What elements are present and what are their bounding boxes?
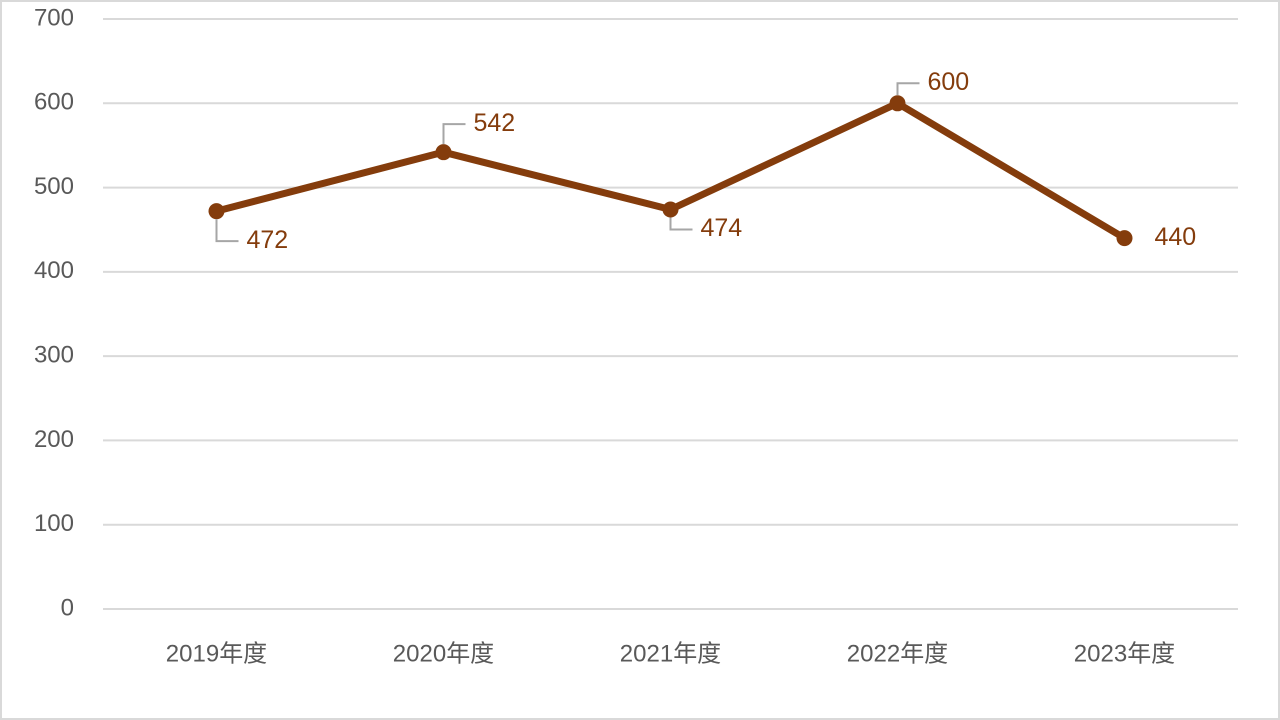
data-point [662,201,679,218]
leader-line [896,82,920,96]
data-label: 600 [928,68,970,96]
y-tick-label: 600 [34,89,74,116]
data-label: 472 [247,226,289,254]
y-tick-label: 500 [34,173,74,200]
y-tick-label: 700 [34,4,74,31]
y-tick-label: 0 [61,594,74,621]
data-label: 542 [474,109,516,137]
data-point [889,95,906,112]
leader-line [669,217,693,231]
data-point [435,144,452,161]
x-tick-label: 2020年度 [393,640,494,667]
data-label: 440 [1155,223,1197,251]
x-tick-label: 2023年度 [1074,640,1175,667]
data-point [1116,230,1133,247]
y-tick-label: 100 [34,510,74,537]
x-tick-label: 2022年度 [847,640,948,667]
y-tick-label: 200 [34,426,74,453]
data-label: 474 [701,214,743,242]
leader-line [215,219,239,243]
x-tick-label: 2021年度 [620,640,721,667]
leader-line [442,123,466,145]
x-tick-label: 2019年度 [166,640,267,667]
y-tick-label: 300 [34,341,74,368]
y-tick-label: 400 [34,257,74,284]
data-point [208,203,225,220]
